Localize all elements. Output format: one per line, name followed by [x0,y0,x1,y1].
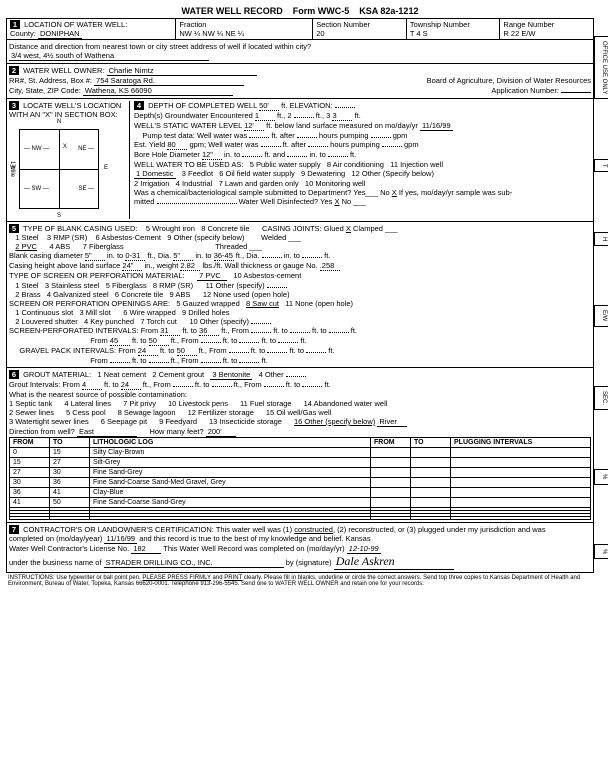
tab-t: T [594,159,608,173]
form-ksa: KSA 82a-1212 [359,6,418,16]
board: Board of Agriculture, Division of Water … [427,76,591,85]
distance: 3/4 west, 4½ south of Wathena [9,51,209,61]
cert-lic: 182 [131,544,161,554]
range: R 22 E/W [503,29,535,38]
section-box: X — NW — NE — — SW — SE — W E [19,129,99,209]
borehole: 12" [202,150,222,160]
cert-biz: STRADER DRILLING CO., INC. [104,558,284,568]
static: 12' [244,121,264,131]
depth-completed: 50' [259,101,279,111]
cert-date: 11/16/99 [104,534,137,544]
tab-pct: % [594,469,608,484]
owner-csz: Wathena, KS 66090 [83,86,233,96]
lithologic-log: FROMTOLITHOLOGIC LOGFROMTOPLUGGING INTER… [9,437,591,520]
tab-sec: SEC. [594,386,608,410]
fraction: NW ¼ NW ¼ NE ¼ [179,29,244,38]
owner-addr: 754 Saratoga Rd. [94,76,244,86]
static-date: 11/16/99 [420,121,453,131]
yield: 80 [167,140,187,150]
tab-ew: E/W [594,305,608,326]
form-code: Form WWC-5 [293,6,350,16]
section: 20 [316,29,324,38]
tab-h: H [594,232,608,246]
contam-feet: 200' [206,427,236,437]
county: DONIPHAN [38,29,82,39]
form-title: WATER WELL RECORD [182,6,283,16]
township: T 4 S [410,29,428,38]
tab-office: OFFICE USE ONLY [594,36,608,100]
sig-date: 12-10-99 [347,544,381,554]
gw1: 1 [255,111,275,121]
contam-dir: East [77,427,137,437]
owner-name: Charlie Nimtz [107,66,257,76]
tab-pct2: % [594,544,608,559]
